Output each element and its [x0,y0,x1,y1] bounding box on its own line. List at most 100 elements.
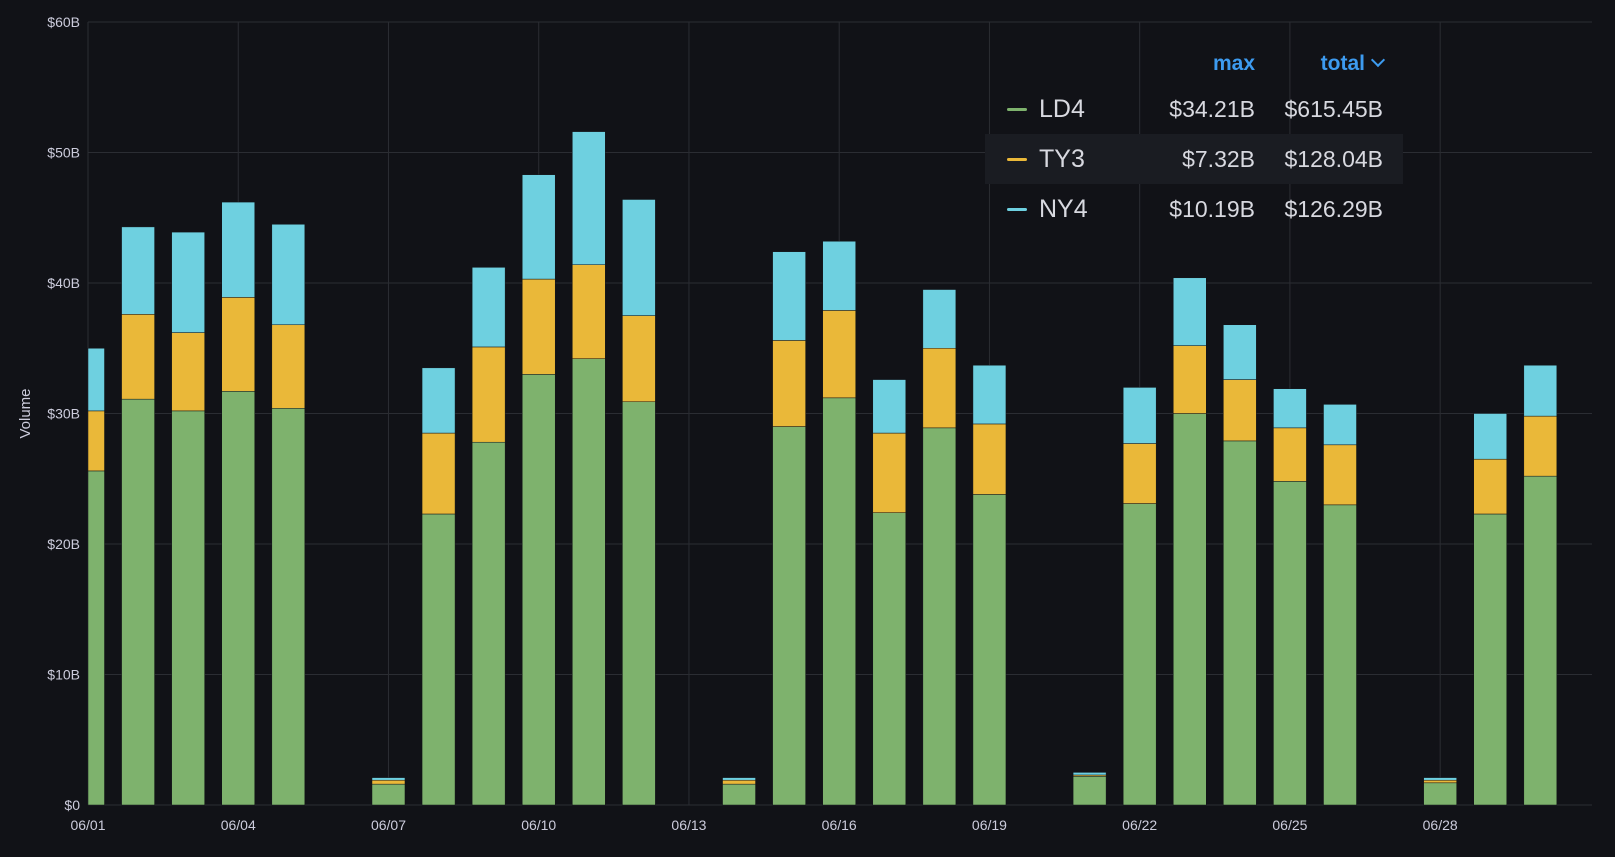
bar-segment-ld4[interactable] [1122,503,1157,806]
bar-segment-ny4[interactable] [922,289,957,349]
bar-segment-ny4[interactable] [1523,364,1558,417]
bar-segment-ld4[interactable] [121,398,155,806]
legend-row-ty3[interactable]: TY3 $7.32B $128.04B [985,134,1403,184]
bar-segment-ny4[interactable] [171,231,205,333]
bar-segment-ny4[interactable] [972,364,1007,425]
chevron-down-icon [1370,52,1386,68]
y-tick-label: $60B [47,14,80,30]
bar-segment-ty3[interactable] [1273,427,1307,482]
legend-swatch-ty3 [1007,157,1027,161]
legend-total-ny4: $126.29B [1284,195,1383,222]
bar-segment-ld4[interactable] [622,401,656,806]
bar-segment-ny4[interactable] [1223,324,1257,380]
bar-segment-ny4[interactable] [421,367,456,434]
bar-segment-ty3[interactable] [572,264,606,359]
bar-segment-ny4[interactable] [371,777,406,781]
bar-segment-ld4[interactable] [822,397,856,806]
bar-segment-ty3[interactable] [171,332,205,412]
bar-segment-ty3[interactable] [1122,443,1157,504]
bar-segment-ty3[interactable] [121,314,155,400]
bar-segment-ld4[interactable] [471,441,506,806]
bar-segment-ld4[interactable] [1072,776,1107,806]
bar-segment-ty3[interactable] [722,779,756,785]
bar-segment-ny4[interactable] [471,267,506,348]
bar-segment-ty3[interactable] [622,315,656,403]
bar-segment-ty3[interactable] [872,432,907,513]
bar-segment-ty3[interactable] [1223,379,1257,442]
legend-header-total[interactable]: total [1255,52,1386,76]
bar-segment-ld4[interactable] [271,408,306,806]
x-tick-label: 06/01 [70,817,105,833]
bar-segment-ty3[interactable] [772,340,806,427]
x-tick-label: 06/13 [671,817,706,833]
bar-segment-ny4[interactable] [1473,413,1507,460]
x-tick-label: 06/07 [371,817,406,833]
bar-segment-ny4[interactable] [1423,777,1457,781]
bar-segment-ld4[interactable] [872,512,907,806]
legend-name-ny4: NY4 [1039,194,1088,223]
bar-segment-ny4[interactable] [822,240,856,311]
bar-segment-ty3[interactable] [922,348,957,429]
legend-header-max-label: max [1212,52,1255,75]
bar-segment-ld4[interactable] [772,426,806,806]
legend-header-max[interactable]: max [1155,52,1255,76]
bar-segment-ny4[interactable] [722,777,756,781]
bar-segment-ty3[interactable] [1523,415,1558,477]
bar-segment-ty3[interactable] [972,423,1007,495]
bar-segment-ld4[interactable] [87,470,105,806]
bar-segment-ny4[interactable] [521,174,556,280]
bar-segment-ny4[interactable] [271,224,306,326]
y-axis-title: Volume [17,388,34,438]
legend-total-ty3: $128.04B [1284,145,1383,172]
bar-segment-ny4[interactable] [772,251,806,341]
bar-segment-ny4[interactable] [1122,387,1157,444]
bar-segment-ld4[interactable] [1223,440,1257,806]
bar-segment-ld4[interactable] [972,494,1007,806]
bar-segment-ld4[interactable] [1523,475,1558,806]
bar-segment-ny4[interactable] [572,131,606,265]
bar-segment-ny4[interactable] [121,226,155,315]
bar-segment-ny4[interactable] [622,199,656,316]
y-tick-label: $50B [47,145,80,161]
legend-row-ld4[interactable]: LD4 $34.21B $615.45B [985,84,1403,134]
bar-segment-ty3[interactable] [271,324,306,409]
bar-segment-ty3[interactable] [471,346,506,443]
bar-segment-ty3[interactable] [521,278,556,375]
bar-segment-ld4[interactable] [521,374,556,806]
bar-segment-ny4[interactable] [872,379,907,434]
bar-segment-ld4[interactable] [1273,481,1307,806]
legend-swatch-ny4 [1007,207,1027,211]
bar-segment-ld4[interactable] [1173,413,1207,806]
bar-segment-ld4[interactable] [1323,504,1357,806]
bar-segment-ny4[interactable] [1323,404,1357,446]
bar-segment-ld4[interactable] [221,391,255,806]
bar-segment-ny4[interactable] [1273,388,1307,429]
bar-segment-ld4[interactable] [1473,513,1507,806]
legend-max-ld4: $34.21B [1169,95,1255,122]
bar-segment-ty3[interactable] [1323,444,1357,506]
bar-segment-ld4[interactable] [371,783,406,806]
bar-segment-ny4[interactable] [221,201,255,298]
bar-segment-ty3[interactable] [822,310,856,399]
bar-segment-ty3[interactable] [1473,458,1507,515]
bar-segment-ld4[interactable] [171,410,205,806]
bar-segment-ty3[interactable] [1173,345,1207,414]
bar-segment-ld4[interactable] [421,513,456,806]
bar-segment-ty3[interactable] [421,432,456,515]
bar-segment-ty3[interactable] [221,297,255,392]
bar-segment-ty3[interactable] [1423,779,1457,784]
y-tick-label: $40B [47,275,80,291]
bar-segment-ty3[interactable] [87,410,105,472]
bar-segment-ty3[interactable] [371,779,406,785]
bar-segment-ld4[interactable] [722,783,756,806]
bar-segment-ny4[interactable] [87,348,105,412]
bar-segment-ny4[interactable] [1173,277,1207,346]
bar-segment-ld4[interactable] [1423,782,1457,806]
bar-segment-ld4[interactable] [922,427,957,806]
x-tick-label: 06/10 [521,817,556,833]
bar-segment-ny4[interactable] [1072,772,1107,776]
bar-segment-ld4[interactable] [572,358,606,806]
y-tick-label: $10B [47,667,80,683]
legend-row-ny4[interactable]: NY4 $10.19B $126.29B [985,184,1403,234]
